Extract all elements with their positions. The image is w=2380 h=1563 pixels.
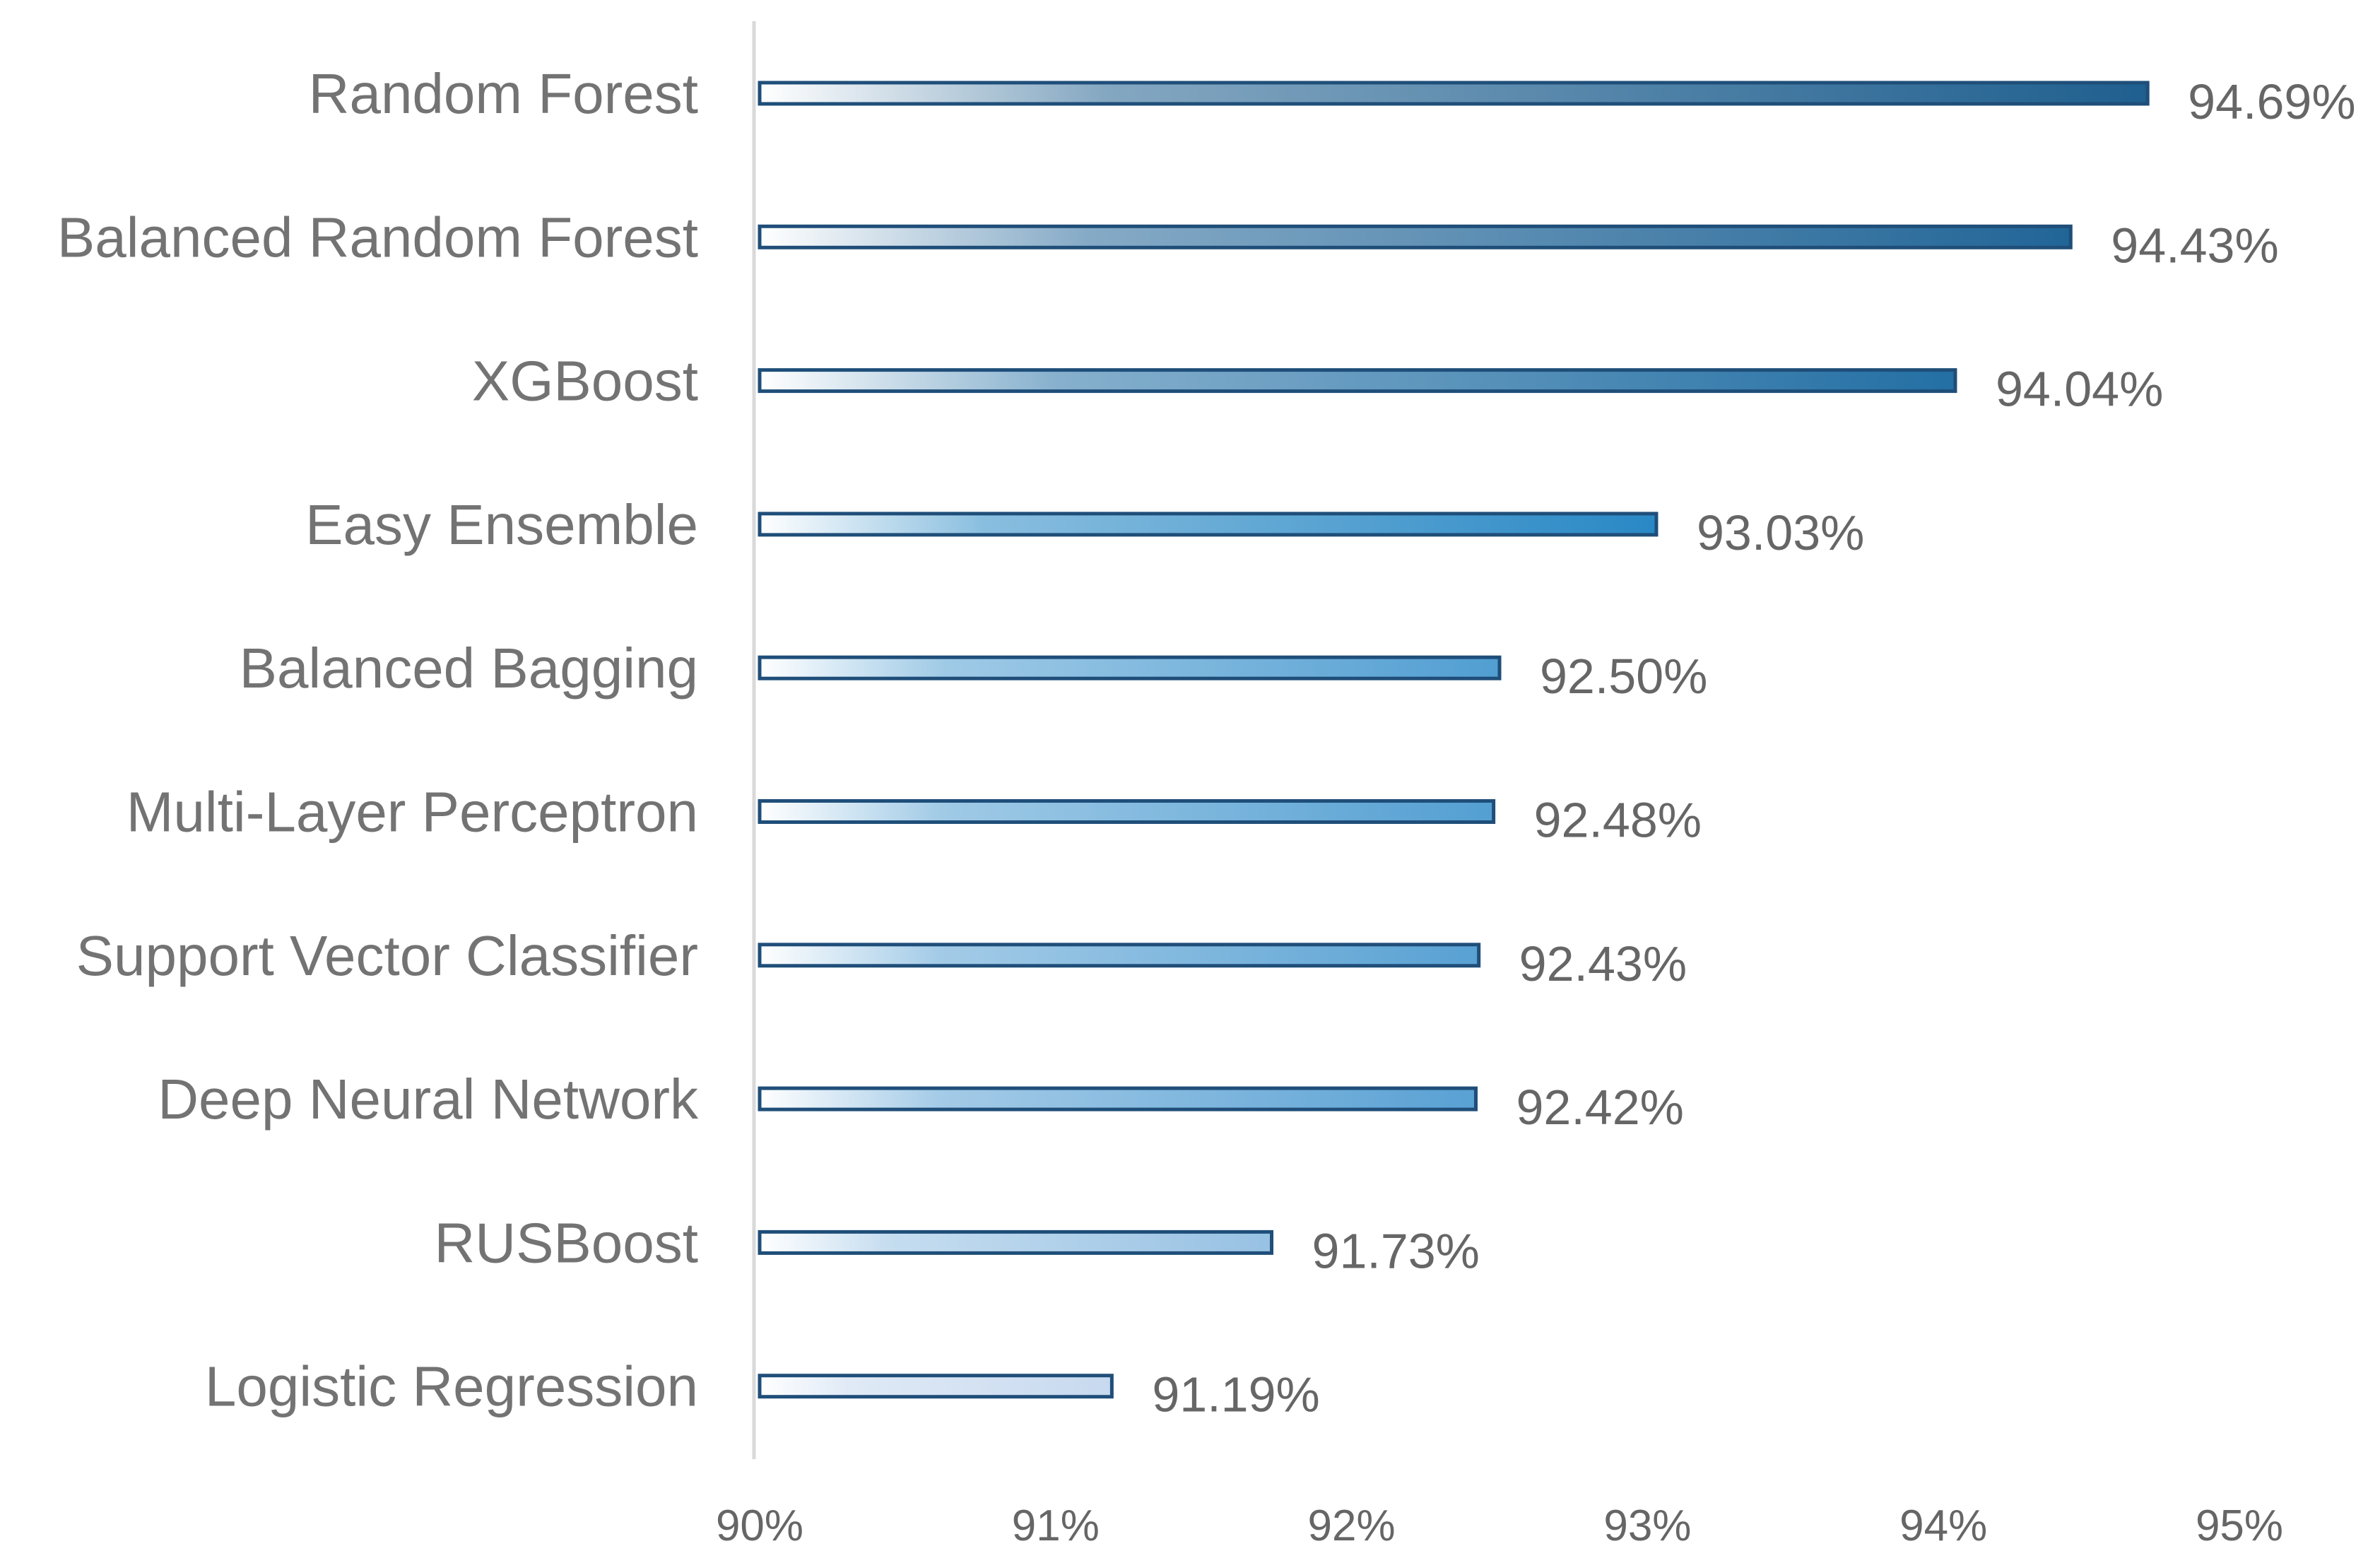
bar-easy-ensemble [758, 512, 1659, 537]
bar-support-vector-classifier [758, 943, 1481, 968]
value-label: 92.43% [1519, 936, 1687, 991]
category-label: Easy Ensemble [305, 493, 698, 556]
category-label: Balanced Random Forest [57, 206, 698, 269]
category-label: Support Vector Classifier [76, 924, 698, 987]
value-label: 94.04% [1996, 362, 2163, 417]
bars-layer [758, 81, 2150, 1399]
bar-random-forest [758, 81, 2150, 106]
value-label: 94.69% [2188, 74, 2355, 129]
category-label: Deep Neural Network [158, 1068, 699, 1131]
value-label: 92.50% [1540, 649, 1707, 704]
category-label: Multi-Layer Perceptron [126, 781, 698, 844]
value-label: 94.43% [2111, 218, 2278, 273]
bar-rusboost [758, 1229, 1274, 1255]
category-label: RUSBoost [435, 1211, 698, 1274]
value-label: 93.03% [1697, 505, 1864, 560]
category-label: Logistic Regression [205, 1355, 698, 1418]
x-tick-label: 90% [716, 1502, 803, 1550]
bar-xgboost [758, 368, 1957, 394]
x-axis-tick-labels: 90% 91% 92% 93% 94% 95% [716, 1502, 2283, 1550]
bar-balanced-random-forest [758, 224, 2073, 249]
x-tick-label: 93% [1603, 1502, 1691, 1550]
value-labels: 94.69% 94.43% 94.04% 93.03% 92.50% 92.48% 92.4… [1152, 74, 2355, 1422]
value-label: 91.19% [1152, 1367, 1319, 1422]
x-tick-label: 94% [1899, 1502, 1987, 1550]
value-label: 92.42% [1516, 1080, 1683, 1135]
bar-deep-neural-network [758, 1086, 1478, 1111]
x-tick-label: 91% [1012, 1502, 1100, 1550]
x-tick-label: 92% [1308, 1502, 1396, 1550]
category-label: Balanced Bagging [240, 637, 698, 700]
bar-logistic-regression [758, 1374, 1114, 1399]
category-label: XGBoost [472, 350, 698, 413]
bar-multi-layer-perceptron [758, 799, 1496, 824]
bar-balanced-bagging [758, 655, 1502, 680]
value-label: 91.73% [1312, 1223, 1480, 1278]
category-label: Random Forest [309, 62, 698, 125]
category-labels: Random Forest Balanced Random Forest XGBoo… [57, 62, 699, 1418]
x-tick-label: 95% [2196, 1502, 2283, 1550]
value-label: 92.48% [1534, 793, 1702, 848]
